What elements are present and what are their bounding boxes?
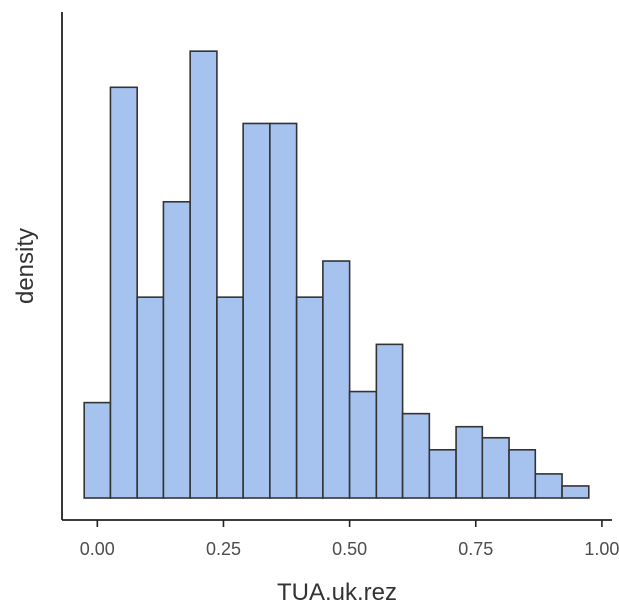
histogram-bar-10 [348,390,378,499]
histogram-bar-5 [216,296,244,499]
x-axis-title: TUA.uk.rez [277,579,397,606]
histogram-bar-15 [481,436,510,499]
x-ticks-layer: 0.00 0.25 0.50 0.75 1.00 [80,520,619,559]
histogram-bar-17 [534,473,563,499]
histogram-bar-11 [375,343,404,499]
histogram-bar-18 [561,485,590,499]
histogram-bar-7 [269,122,298,499]
y-axis-title: density [12,228,39,304]
histogram-bar-0 [83,401,112,499]
x-tick-label-0: 0.00 [80,539,115,559]
histogram-bar-9 [322,260,351,499]
histogram-bar-16 [508,448,537,499]
x-tick-label-3: 0.75 [458,539,493,559]
histogram-bar-14 [455,425,484,499]
x-tick-label-2: 0.50 [332,539,367,559]
histogram-bar-6 [242,122,271,499]
histogram-bar-8 [295,296,324,499]
histogram-bar-12 [401,412,431,499]
histogram-bar-4 [189,50,218,499]
histogram-bar-13 [428,448,457,499]
histogram-bar-2 [136,296,165,499]
histogram-bar-3 [162,200,191,499]
histogram-bar-1 [109,86,138,499]
x-tick-label-1: 0.25 [206,539,241,559]
x-tick-label-4: 1.00 [584,539,619,559]
bars-layer [83,50,590,499]
